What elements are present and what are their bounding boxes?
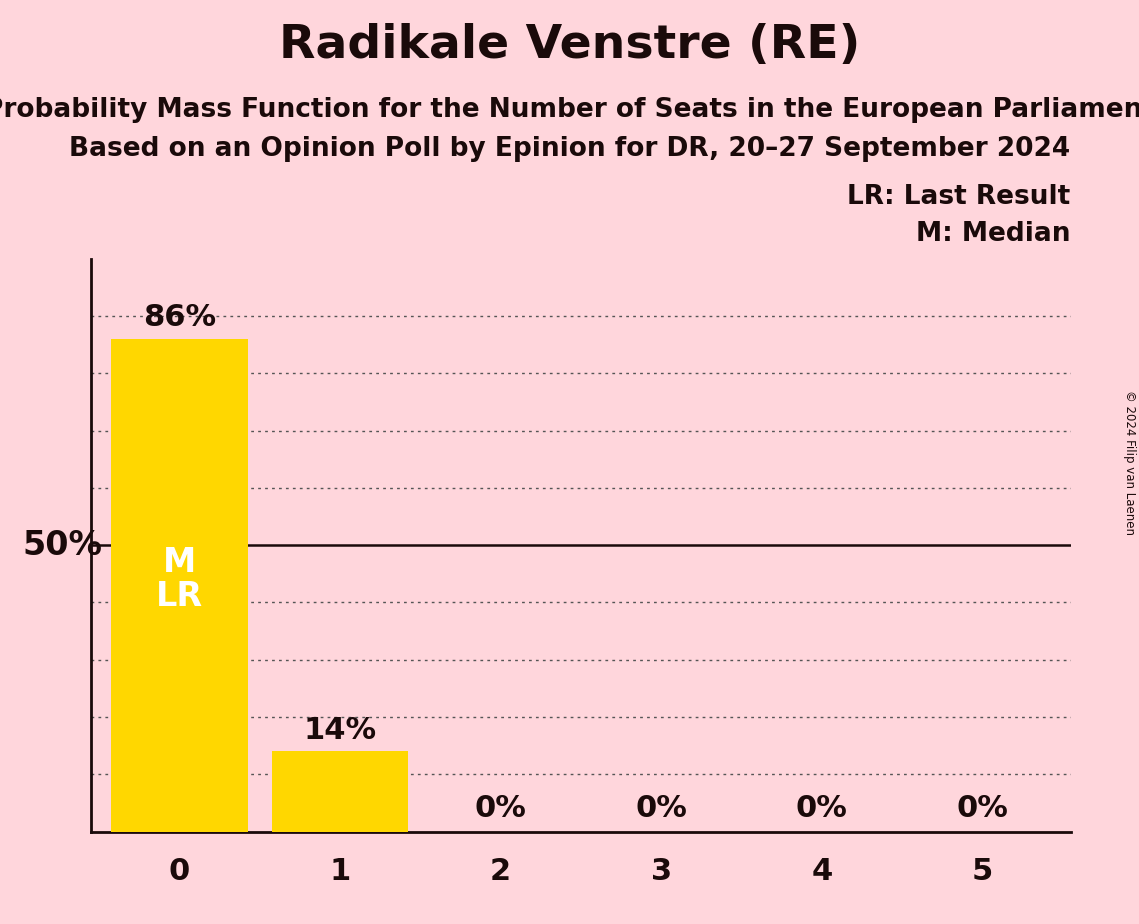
- Text: © 2024 Filip van Laenen: © 2024 Filip van Laenen: [1123, 390, 1137, 534]
- Text: 0%: 0%: [796, 794, 847, 823]
- Text: 0%: 0%: [475, 794, 526, 823]
- Text: Radikale Venstre (RE): Radikale Venstre (RE): [279, 23, 860, 68]
- Bar: [112, 339, 247, 832]
- Text: LR: Last Result: LR: Last Result: [847, 184, 1071, 211]
- Bar: [272, 751, 408, 832]
- Text: 14%: 14%: [303, 715, 377, 745]
- Text: Probability Mass Function for the Number of Seats in the European Parliament: Probability Mass Function for the Number…: [0, 97, 1139, 123]
- Text: 50%: 50%: [23, 529, 103, 562]
- Text: M: Median: M: Median: [916, 222, 1071, 248]
- Text: LR: LR: [156, 580, 203, 614]
- Text: Based on an Opinion Poll by Epinion for DR, 20–27 September 2024: Based on an Opinion Poll by Epinion for …: [69, 136, 1070, 162]
- Text: M: M: [163, 546, 196, 578]
- Text: 0%: 0%: [636, 794, 687, 823]
- Text: 0%: 0%: [957, 794, 1008, 823]
- Text: 86%: 86%: [142, 303, 216, 332]
